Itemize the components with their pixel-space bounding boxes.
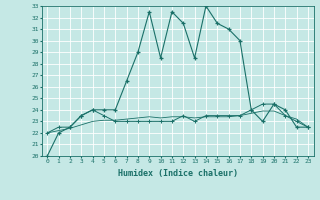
X-axis label: Humidex (Indice chaleur): Humidex (Indice chaleur) xyxy=(118,169,237,178)
